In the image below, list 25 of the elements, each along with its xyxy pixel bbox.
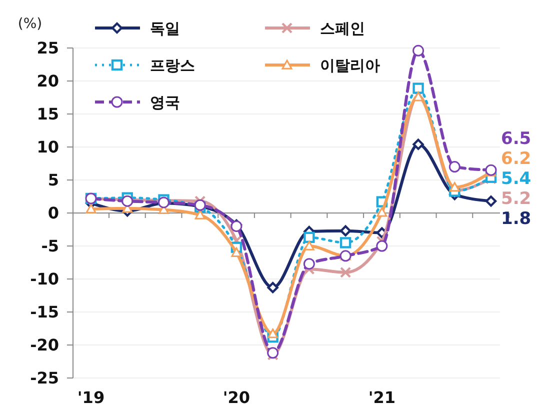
- legend-label: 이탈리아: [320, 56, 380, 74]
- y-tick-label: -20: [30, 336, 59, 355]
- y-tick-label: 5: [48, 170, 59, 190]
- data-label: 6.5: [501, 129, 532, 150]
- y-tick-label: -25: [30, 368, 59, 388]
- data-label: 6.2: [501, 149, 532, 170]
- data-label: 1.8: [501, 209, 532, 230]
- y-tick-label: 20: [36, 72, 59, 91]
- y-tick-label: 25: [36, 38, 59, 58]
- y-tick-label: 0: [48, 204, 59, 223]
- legend-label: 독일: [150, 19, 180, 38]
- x-tick-label: '21: [368, 388, 396, 407]
- y-tick-label: 15: [36, 104, 59, 124]
- x-tick-label: '20: [222, 388, 250, 407]
- y-tick-label: -15: [30, 302, 59, 322]
- data-label: 5.4: [501, 169, 532, 190]
- legend-label: 스페인: [320, 19, 365, 38]
- y-tick-label: 10: [36, 138, 59, 157]
- y-tick-label: -10: [30, 270, 59, 289]
- legend-label: 영국: [150, 93, 180, 112]
- y-tick-label: -5: [41, 236, 59, 256]
- x-tick-label: '19: [77, 388, 105, 407]
- legend-label: 프랑스: [150, 56, 195, 74]
- y-axis-title: (%): [18, 16, 42, 32]
- data-label: 5.2: [501, 189, 532, 210]
